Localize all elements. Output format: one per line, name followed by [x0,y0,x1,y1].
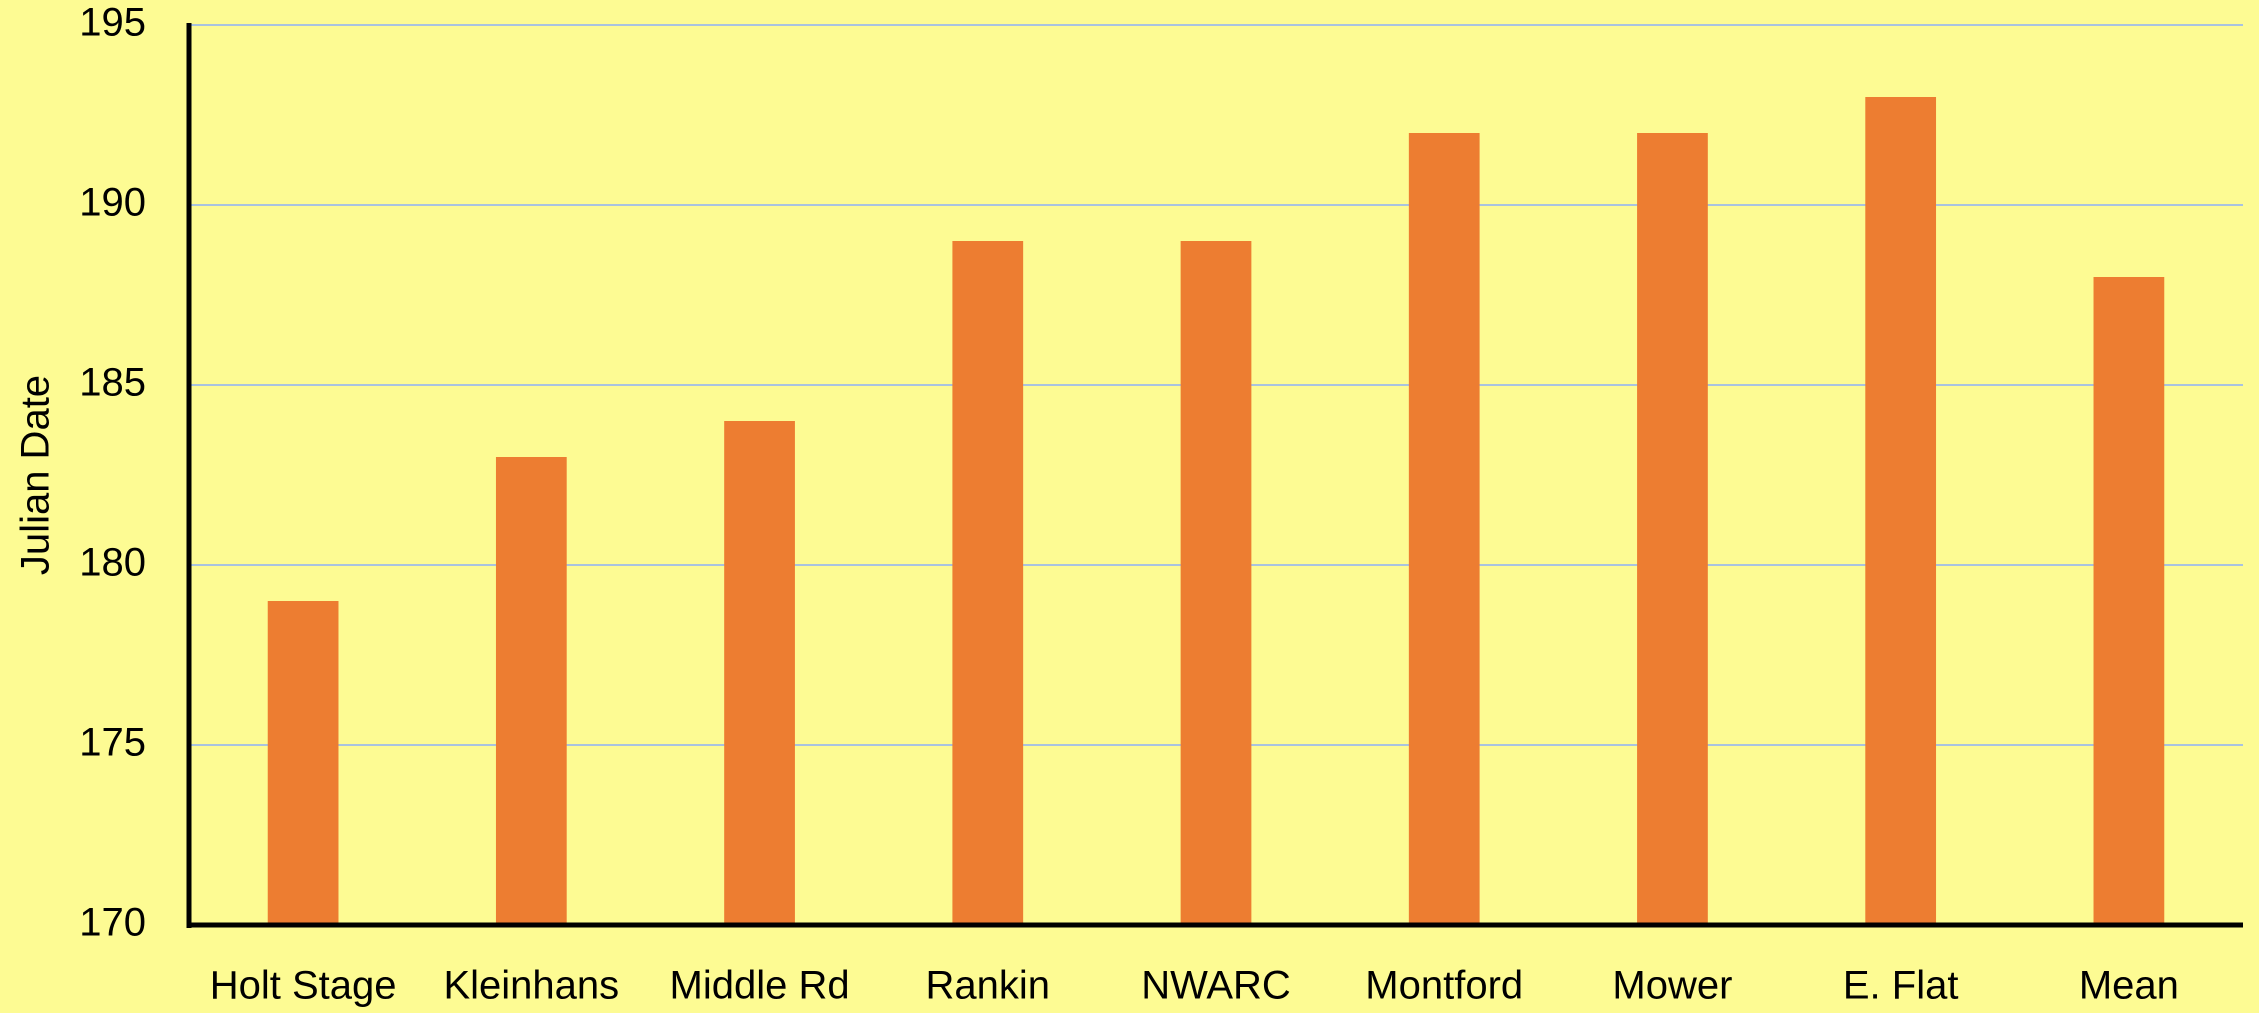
bar [1637,133,1708,925]
bar [2093,277,2165,925]
bar [1865,97,1937,925]
y-tick-label: 175 [79,721,146,765]
x-tick-label: Rankin [926,964,1051,1008]
x-tick-label: NWARC [1141,964,1291,1008]
x-tick-label: Mean [2079,964,2179,1008]
bar [952,241,1024,925]
x-tick-label: Kleinhans [443,964,619,1008]
y-tick-label: 180 [79,541,146,585]
bar [1408,133,1480,925]
y-axis-label: Julian Date [14,375,58,575]
x-tick-label: E. Flat [1843,964,1959,1008]
x-tick-label: Montford [1365,964,1523,1008]
x-tick-label: Middle Rd [670,964,850,1008]
bar [267,601,339,925]
bar [1180,241,1252,925]
x-tick-label: Holt Stage [210,964,397,1008]
y-tick-label: 195 [79,1,146,45]
y-tick-label: 185 [79,361,146,405]
bar [495,457,567,925]
y-tick-label: 170 [79,901,146,945]
y-tick-label: 190 [79,181,146,225]
x-tick-label: Mower [1612,964,1732,1008]
bar [724,421,795,925]
